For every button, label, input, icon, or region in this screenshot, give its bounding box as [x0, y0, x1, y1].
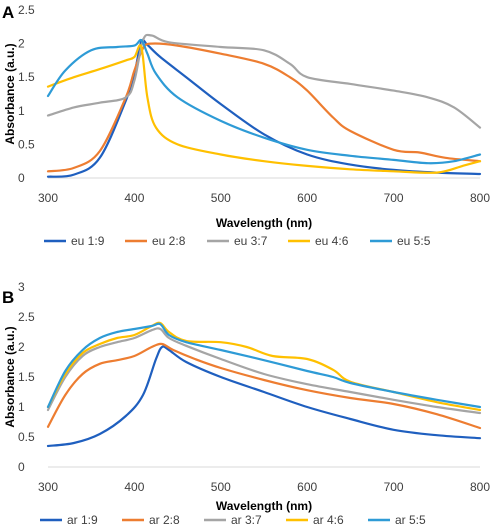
y-tick-label: 0.5: [18, 137, 35, 151]
series-line-eu-1-9: [46, 38, 482, 178]
legend-label: ar 5:5: [395, 513, 426, 527]
y-tick-label: 1: [18, 400, 25, 414]
legend-label: eu 1:9: [71, 234, 105, 248]
x-tick-label: 300: [38, 191, 58, 205]
panel-label-a: A: [2, 3, 14, 22]
x-tick-label: 300: [38, 480, 58, 494]
legend-label: eu 2:8: [152, 234, 186, 248]
x-tick-label: 500: [211, 480, 231, 494]
series-line-ar-3-7: [46, 327, 482, 415]
series-line-eu-3-7: [46, 33, 482, 129]
legend-label: eu 4:6: [315, 234, 349, 248]
x-tick-label: 400: [124, 480, 144, 494]
series-line-ar-4-6: [46, 321, 482, 412]
x-tick-label: 500: [211, 191, 231, 205]
series-line-ar-1-9: [46, 345, 482, 448]
x-tick-label: 700: [384, 191, 404, 205]
y-tick-label: 2: [18, 37, 25, 51]
series-line-eu-4-6: [46, 44, 482, 174]
legend-label: ar 4:6: [313, 513, 344, 527]
legend-label: ar 2:8: [149, 513, 180, 527]
x-axis-title: Wavelength (nm): [216, 216, 312, 230]
y-tick-label: 3: [18, 280, 25, 294]
series-line-eu-2-8: [46, 42, 482, 173]
legend-label: eu 3:7: [234, 234, 268, 248]
y-tick-label: 1.5: [18, 70, 35, 84]
x-axis-title: Wavelength (nm): [216, 499, 312, 513]
legend-label: eu 5:5: [397, 234, 431, 248]
y-tick-label: 0: [18, 171, 25, 185]
x-tick-label: 800: [470, 191, 490, 205]
y-tick-label: 0: [18, 460, 25, 474]
legend-label: ar 1:9: [67, 513, 98, 527]
y-tick-label: 2.5: [18, 3, 35, 17]
x-tick-label: 800: [470, 480, 490, 494]
y-tick-label: 2: [18, 340, 25, 354]
panel-label-b: B: [2, 288, 14, 307]
y-tick-label: 1: [18, 104, 25, 118]
series-line-eu-5-5: [46, 38, 482, 165]
x-tick-label: 600: [297, 191, 317, 205]
y-tick-label: 2.5: [18, 310, 35, 324]
series-line-ar-5-5: [46, 322, 482, 409]
y-axis-title: Absorbance (a.u.): [3, 326, 17, 427]
y-axis-title: Absorbance (a.u.): [3, 43, 17, 144]
series-line-ar-2-8: [46, 342, 482, 430]
y-tick-label: 1.5: [18, 370, 35, 384]
x-tick-label: 700: [384, 480, 404, 494]
y-tick-label: 0.5: [18, 430, 35, 444]
legend-label: ar 3:7: [231, 513, 262, 527]
x-tick-label: 400: [124, 191, 144, 205]
x-tick-label: 600: [297, 480, 317, 494]
